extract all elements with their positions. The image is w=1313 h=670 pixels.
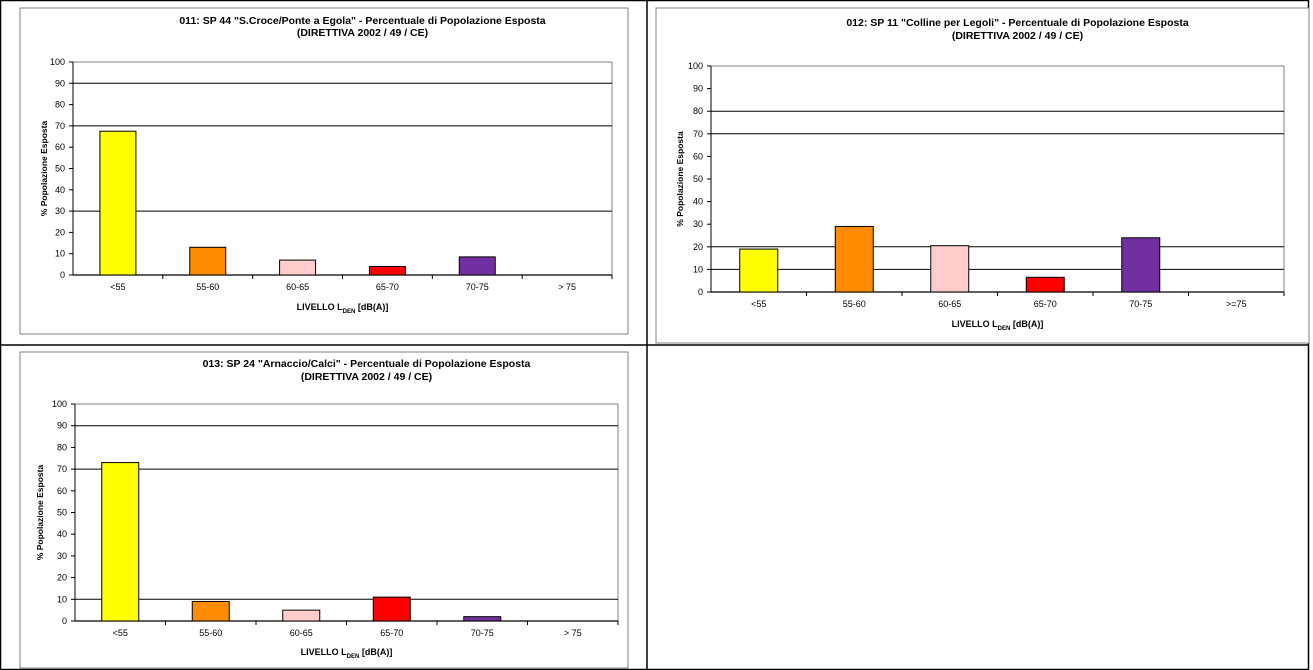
chart-title: 012: SP 11 "Colline per Legoli" - Percen… [846,17,1189,29]
bar-4 [372,596,411,622]
y-tick-label: 70 [57,464,67,474]
bar-5 [1121,237,1161,293]
y-tick-label: 0 [60,270,65,280]
y-tick-label: 30 [693,219,703,229]
x-tick-label: 55-60 [196,282,219,292]
y-tick-label: 80 [57,442,67,452]
bar-3 [930,245,970,293]
x-tick-label: 70-75 [1129,299,1152,309]
y-tick-label: 20 [57,573,67,583]
bar-2 [191,600,230,622]
x-axis-label: LIVELLO LDEN [dB(A)] [301,647,393,660]
y-tick-label: 70 [693,129,703,139]
chart-title: 011: SP 44 "S.Croce/Ponte a Egola" - Per… [179,15,545,27]
y-tick-label: 40 [55,185,65,195]
y-tick-label: 60 [57,486,67,496]
y-tick-label: 40 [57,529,67,539]
x-tick-label: <55 [113,628,128,638]
y-tick-label: 20 [55,227,65,237]
y-tick-label: 80 [55,100,65,110]
bar-4 [1025,276,1065,293]
chart-subtitle: (DIRETTIVA 2002 / 49 / CE) [952,30,1083,42]
bar-4 [368,265,406,276]
bar-1 [739,248,779,293]
x-axis-label: LIVELLO LDEN [dB(A)] [952,319,1044,332]
x-tick-label: 65-70 [1034,299,1057,309]
x-tick-label: 55-60 [199,628,222,638]
x-tick-label: <55 [751,299,766,309]
bar-1 [99,130,137,276]
y-tick-label: 60 [55,142,65,152]
x-axis-label: LIVELLO LDEN [dB(A)] [297,302,389,315]
x-tick-label: <55 [110,282,125,292]
chart-subtitle: (DIRETTIVA 2002 / 49 / CE) [297,27,428,39]
y-tick-label: 100 [688,61,703,71]
bar-2 [189,246,227,276]
x-tick-label: 70-75 [466,282,489,292]
x-tick-label: 70-75 [471,628,494,638]
y-tick-label: 90 [55,78,65,88]
y-tick-label: 10 [55,249,65,259]
x-tick-label: 65-70 [376,282,399,292]
y-axis-label: % Popolazione Esposta [675,131,685,227]
x-tick-label: >=75 [1226,299,1247,309]
bar-1 [101,462,140,622]
x-tick-label: 55-60 [843,299,866,309]
y-tick-label: 70 [55,121,65,131]
y-tick-label: 50 [693,174,703,184]
y-axis-label: % Popolazione Esposta [35,465,45,561]
y-tick-label: 0 [698,287,703,297]
x-tick-label: > 75 [564,628,582,638]
y-tick-label: 20 [693,242,703,252]
y-tick-label: 60 [693,151,703,161]
bar-5 [463,616,502,622]
y-tick-label: 50 [55,164,65,174]
y-tick-label: 10 [57,594,67,604]
bar-5 [458,256,496,276]
y-tick-label: 50 [57,508,67,518]
bar-2 [834,225,874,293]
chart-subtitle: (DIRETTIVA 2002 / 49 / CE) [301,371,432,383]
y-tick-label: 100 [52,399,67,409]
y-tick-label: 90 [57,421,67,431]
x-tick-label: 60-65 [286,282,309,292]
y-tick-label: 100 [50,57,65,67]
x-tick-label: 65-70 [380,628,403,638]
y-tick-label: 30 [55,206,65,216]
bar-3 [282,609,321,622]
chart-title: 013: SP 24 "Arnaccio/Calci" - Percentual… [203,358,531,370]
y-axis-label: % Popolazione Esposta [39,121,49,217]
y-tick-label: 0 [62,616,67,626]
y-tick-label: 10 [693,264,703,274]
y-tick-label: 80 [693,106,703,116]
y-tick-label: 90 [693,84,703,94]
bar-3 [279,259,317,276]
x-tick-label: 60-65 [290,628,313,638]
x-tick-label: > 75 [558,282,576,292]
y-tick-label: 30 [57,551,67,561]
x-tick-label: 60-65 [938,299,961,309]
y-tick-label: 40 [693,197,703,207]
